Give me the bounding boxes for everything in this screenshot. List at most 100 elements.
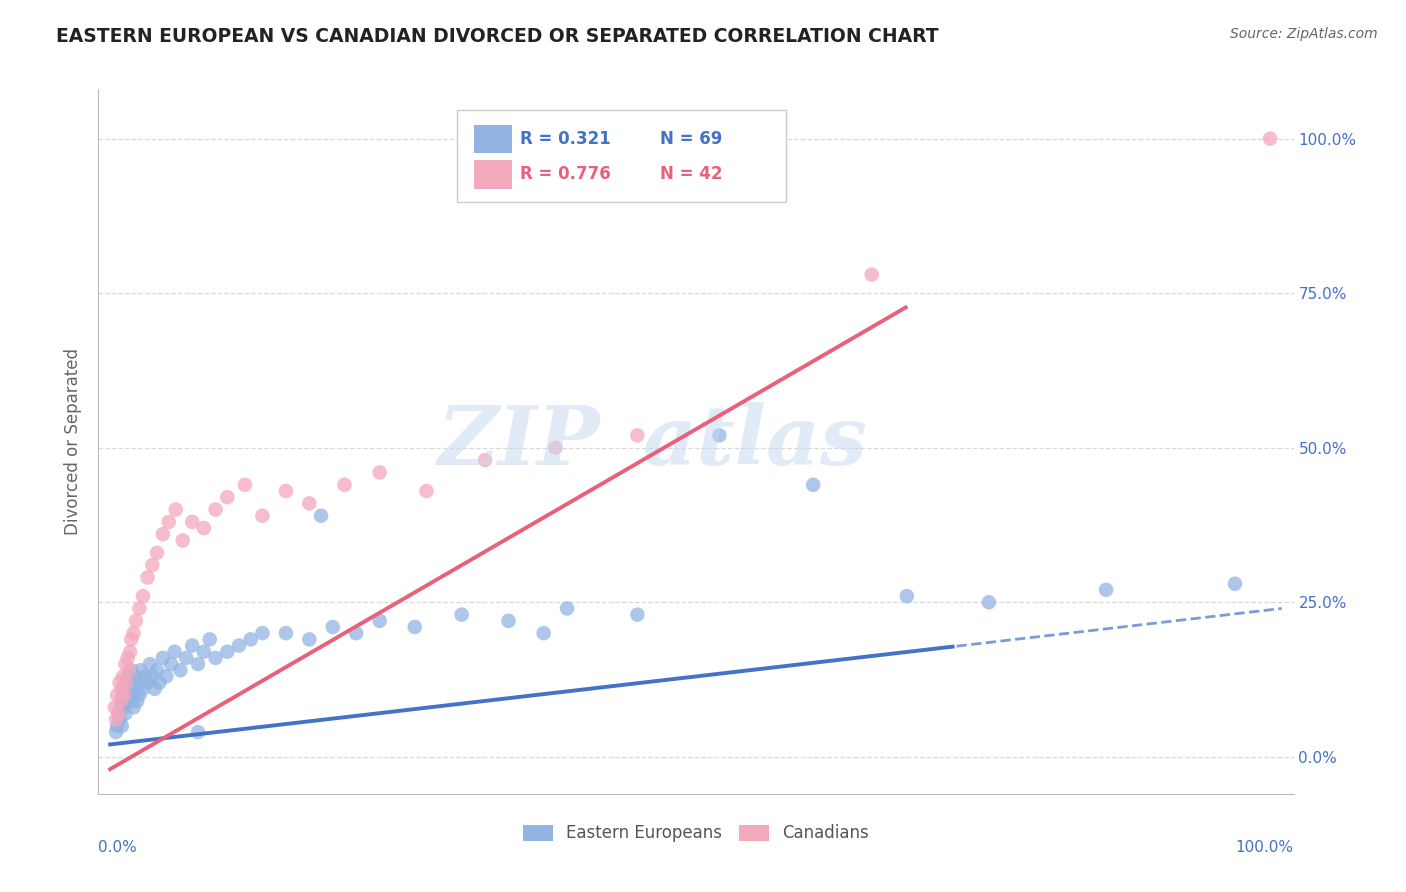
Point [146,546,169,560]
Point [533,626,555,640]
Point [626,428,648,442]
Point [121,688,143,702]
FancyBboxPatch shape [474,161,512,188]
Point [105,688,128,702]
Point [169,663,191,677]
Point [204,651,226,665]
Point [163,645,186,659]
Point [274,626,297,640]
Point [143,681,166,696]
Point [204,502,226,516]
Point [120,663,142,677]
Point [626,607,648,622]
Point [141,669,163,683]
Point [110,694,132,708]
Point [1223,576,1246,591]
Point [193,521,215,535]
Text: N = 69: N = 69 [661,130,723,148]
Point [107,706,129,721]
Point [404,620,426,634]
Point [157,515,180,529]
Text: 0.0%: 0.0% [98,839,138,855]
Point [120,675,142,690]
Point [112,700,135,714]
Point [333,478,356,492]
Point [112,688,135,702]
Point [105,725,128,739]
FancyBboxPatch shape [474,125,512,153]
Point [322,620,344,634]
Point [152,527,174,541]
Point [233,478,256,492]
Text: EASTERN EUROPEAN VS CANADIAN DIVORCED OR SEPARATED CORRELATION CHART: EASTERN EUROPEAN VS CANADIAN DIVORCED OR… [56,27,939,45]
Point [174,651,197,665]
Point [252,626,274,640]
Point [114,657,136,671]
Point [122,700,145,714]
Text: atlas: atlas [643,401,869,482]
Point [127,675,149,690]
Point [112,669,135,683]
Point [344,626,367,640]
Point [124,669,146,683]
Point [148,675,170,690]
Point [193,645,215,659]
Point [860,268,883,282]
Point [141,558,163,573]
Point [128,601,150,615]
Point [118,663,141,677]
Point [152,651,174,665]
Point [146,663,169,677]
Point [136,675,159,690]
Point [415,483,437,498]
Point [309,508,332,523]
Point [117,688,139,702]
Point [709,428,731,442]
Point [127,694,149,708]
Point [105,713,128,727]
Point [108,675,131,690]
Point [450,607,472,622]
Point [274,483,297,498]
Point [165,502,187,516]
Point [115,675,138,690]
Point [139,657,162,671]
Point [117,651,139,665]
Text: 100.0%: 100.0% [1236,839,1294,855]
Point [111,681,134,696]
Point [128,688,150,702]
Legend: Eastern Europeans, Canadians: Eastern Europeans, Canadians [516,818,876,849]
Text: Source: ZipAtlas.com: Source: ZipAtlas.com [1230,27,1378,41]
Point [108,713,131,727]
Point [172,533,194,548]
Point [555,601,578,615]
Point [896,589,918,603]
Point [112,681,135,696]
Text: ZIP: ZIP [437,401,600,482]
Point [134,669,156,683]
Point [368,466,391,480]
Point [120,645,141,659]
Point [132,589,155,603]
Point [228,639,250,653]
Point [132,681,155,696]
Point [104,700,127,714]
Point [187,657,209,671]
Text: N = 42: N = 42 [661,166,723,184]
Point [112,688,135,702]
Point [198,632,221,647]
Point [544,441,567,455]
Point [136,570,159,584]
Point [120,632,142,647]
Point [105,719,128,733]
Point [118,681,141,696]
Point [474,453,496,467]
Point [155,669,177,683]
Point [252,508,274,523]
Point [181,515,204,529]
Point [239,632,262,647]
Point [977,595,1000,609]
Point [217,645,239,659]
Point [1095,582,1118,597]
Point [125,681,148,696]
